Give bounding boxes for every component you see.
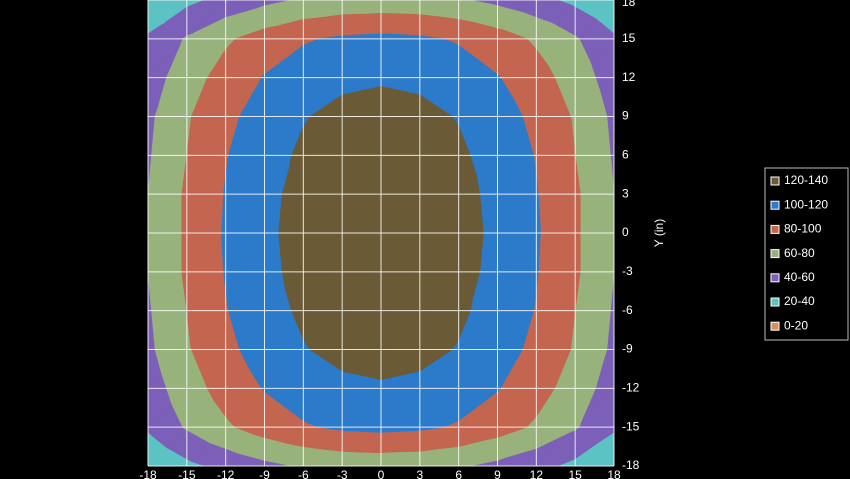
x-tick-label: -12 [217,468,235,479]
y-tick-label: 6 [622,148,629,162]
contour-region [574,232,581,273]
x-tick-label: -18 [139,468,157,479]
legend-swatch [770,249,780,259]
y-tick-label: 12 [622,70,636,84]
x-tick-label: 9 [494,468,501,479]
y-tick-label: -6 [622,303,633,317]
y-tick-label: -18 [622,458,640,472]
contour-region [574,193,581,234]
x-tick-label: 3 [416,468,423,479]
x-tick-label: -9 [259,468,270,479]
y-tick-label: 3 [622,186,629,200]
legend-swatch [770,321,780,331]
legend-label: 40-60 [784,270,815,284]
x-tick-label: 0 [378,468,385,479]
y-tick-label: -9 [622,342,633,356]
contour-region [181,232,188,273]
legend-swatch [770,297,780,307]
x-tick-label: 18 [607,468,621,479]
y-tick-label: -12 [622,381,640,395]
legend: 120-140 100-120 80-100 60-80 40-60 20-40 0-20 [770,173,828,332]
y-tick-label: 18 [622,0,636,9]
plot-area [147,0,615,467]
legend-label: 60-80 [784,246,815,260]
legend-label: 120-140 [784,173,828,187]
y-tick-label: 9 [622,109,629,123]
x-tick-label: -3 [337,468,348,479]
x-tick-label: 6 [455,468,462,479]
legend-label: 20-40 [784,294,815,308]
legend-swatch [770,200,780,210]
y-tick-label: -3 [622,264,633,278]
y-tick-label: -15 [622,419,640,433]
y-tick-label: 15 [622,31,636,45]
legend-label: 0-20 [784,318,808,332]
legend-swatch [770,224,780,234]
x-tick-label: -6 [298,468,309,479]
y-tick-label: 0 [622,225,629,239]
x-tick-label: 15 [568,468,582,479]
x-tick-label: 12 [530,468,544,479]
contour-region [181,193,188,234]
legend-label: 100-120 [784,197,828,211]
y-axis-label: Y (in) [652,219,666,247]
legend-swatch [770,176,780,186]
x-tick-label: -15 [178,468,196,479]
axes: -18 -15 -12 -9 -6 -3 0 3 6 9 12 15 18-18-15-12-9-6-3… [139,0,640,479]
legend-swatch [770,273,780,283]
legend-label: 80-100 [784,222,822,236]
